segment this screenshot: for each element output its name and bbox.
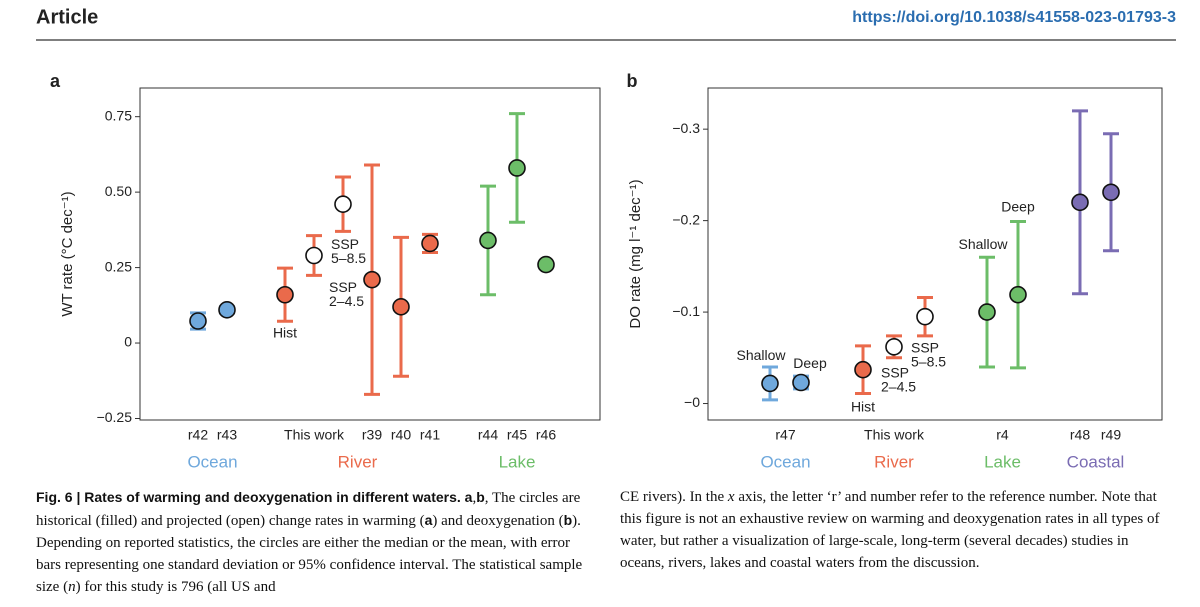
y-tick-label: −0.1 bbox=[672, 303, 700, 319]
y-tick-label: −0.25 bbox=[97, 409, 133, 425]
point bbox=[916, 307, 934, 326]
caption-left: Fig. 6 | Rates of warming and deoxygenat… bbox=[36, 486, 592, 598]
point-label: Shallow bbox=[958, 236, 1008, 252]
point bbox=[305, 246, 323, 265]
x-tick-label: This work bbox=[284, 427, 345, 443]
caption-text: n bbox=[68, 579, 76, 595]
point-label: Shallow bbox=[736, 347, 786, 363]
x-tick-label: r49 bbox=[1101, 427, 1121, 443]
y-tick-label: −0.2 bbox=[672, 211, 700, 227]
group-label: River bbox=[338, 452, 378, 471]
y-tick-label: 0.25 bbox=[105, 258, 132, 274]
caption-text: a bbox=[424, 512, 433, 528]
x-tick-label: r45 bbox=[507, 427, 527, 443]
x-tick-label: r41 bbox=[420, 427, 440, 443]
caption-text: b bbox=[563, 512, 573, 528]
point bbox=[978, 303, 996, 321]
point bbox=[792, 373, 810, 392]
y-axis-label: WT rate (°C dec⁻¹) bbox=[59, 191, 76, 316]
point bbox=[479, 231, 497, 250]
group-label: Ocean bbox=[187, 452, 237, 471]
x-tick-label: This work bbox=[864, 427, 925, 443]
point-label: Hist bbox=[851, 398, 875, 414]
caption-text: b bbox=[476, 489, 485, 505]
point bbox=[854, 360, 872, 379]
caption-text: Fig. 6 | Rates of warming and deoxygenat… bbox=[36, 489, 473, 505]
point bbox=[1102, 183, 1120, 202]
caption-text: x bbox=[727, 489, 735, 505]
caption-text: axis, the letter ‘r’ and number refer to… bbox=[620, 489, 1160, 571]
point-label: Deep bbox=[1001, 198, 1035, 214]
plot-frame bbox=[707, 87, 1163, 421]
panel-letter: a bbox=[50, 71, 61, 91]
point bbox=[392, 298, 410, 316]
caption-text: ) for this study is 796 (all US and bbox=[75, 579, 276, 595]
point bbox=[218, 301, 236, 319]
point-label: Hist bbox=[273, 324, 297, 340]
x-tick-label: r44 bbox=[478, 427, 498, 443]
y-tick-label: 0.75 bbox=[105, 107, 132, 123]
group-label: Lake bbox=[499, 452, 536, 471]
group-label: River bbox=[874, 452, 914, 471]
point-label: 5–8.5 bbox=[911, 353, 946, 369]
group-label: Ocean bbox=[760, 452, 810, 471]
point bbox=[537, 255, 555, 274]
point bbox=[761, 374, 779, 393]
point-label: Deep bbox=[793, 355, 827, 371]
x-tick-label: r47 bbox=[775, 427, 795, 443]
group-label: Coastal bbox=[1067, 452, 1125, 471]
doi-link[interactable]: https://doi.org/10.1038/s41558-023-01793… bbox=[852, 9, 1176, 26]
x-tick-label: r48 bbox=[1070, 427, 1090, 443]
point bbox=[334, 195, 352, 213]
panel-letter: b bbox=[627, 71, 638, 91]
caption-right: CE rivers). In the x axis, the letter ‘r… bbox=[620, 486, 1168, 574]
point bbox=[1071, 193, 1089, 212]
point bbox=[421, 234, 439, 253]
point bbox=[276, 285, 294, 304]
caption-text: , bbox=[472, 490, 477, 506]
y-tick-label: −0 bbox=[684, 394, 700, 410]
point bbox=[189, 312, 207, 330]
x-tick-label: r43 bbox=[217, 427, 237, 443]
point-label: SSP bbox=[331, 236, 359, 252]
point-label: 2–4.5 bbox=[881, 379, 916, 395]
point-label: SSP bbox=[881, 365, 909, 381]
y-tick-label: 0.50 bbox=[105, 183, 132, 199]
x-tick-label: r42 bbox=[188, 427, 208, 443]
point bbox=[1009, 285, 1027, 304]
point-label: 2–4.5 bbox=[329, 293, 364, 309]
point-label: SSP bbox=[329, 279, 357, 295]
y-tick-label: −0.3 bbox=[672, 120, 700, 136]
x-tick-label: r39 bbox=[362, 427, 382, 443]
point bbox=[885, 338, 903, 356]
group-label: Lake bbox=[984, 452, 1021, 471]
point bbox=[363, 270, 381, 289]
article-label: Article bbox=[36, 6, 98, 28]
y-tick-label: 0 bbox=[124, 334, 132, 350]
y-axis-label: DO rate (mg l⁻¹ dec⁻¹) bbox=[627, 179, 644, 328]
x-tick-label: r46 bbox=[536, 427, 556, 443]
point-label: 5–8.5 bbox=[331, 250, 366, 266]
x-tick-label: r4 bbox=[996, 427, 1009, 443]
plot-frame bbox=[139, 87, 601, 421]
caption-text: , The circles are historical (filled) an… bbox=[36, 490, 581, 529]
caption-text: CE rivers). In the bbox=[620, 489, 728, 505]
point-label: SSP bbox=[911, 339, 939, 355]
caption-text: ) and deoxygenation ( bbox=[432, 513, 564, 529]
caption-text: ). Depending on reported statistics, the… bbox=[36, 513, 583, 595]
x-tick-label: r40 bbox=[391, 427, 411, 443]
point bbox=[508, 159, 526, 177]
